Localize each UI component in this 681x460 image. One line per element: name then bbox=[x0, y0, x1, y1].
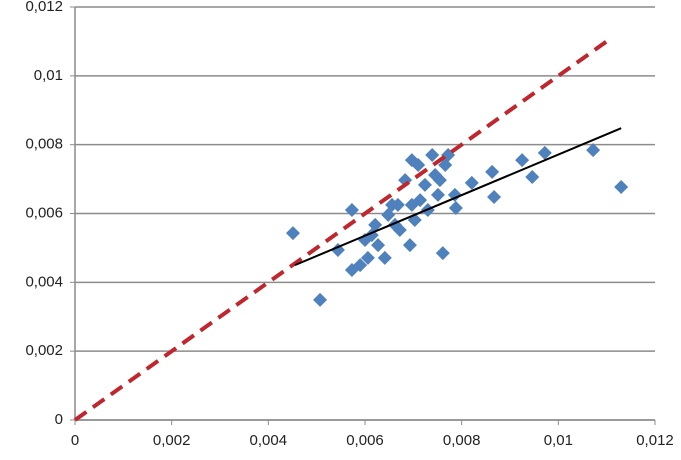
point bbox=[435, 246, 450, 261]
x-tick-label: 0,008 bbox=[443, 432, 481, 449]
y-tick-label: 0,012 bbox=[25, 0, 63, 15]
point bbox=[411, 157, 426, 172]
y-tick-label: 0,004 bbox=[25, 273, 63, 290]
y-tick-label: 0,006 bbox=[25, 204, 63, 221]
y-tick-label: 0,01 bbox=[34, 67, 63, 84]
x-tick-label: 0,004 bbox=[250, 432, 288, 449]
x-tick-label: 0,01 bbox=[544, 432, 573, 449]
point bbox=[402, 238, 417, 253]
point bbox=[313, 292, 328, 307]
point bbox=[487, 189, 502, 204]
y-tick-label: 0,002 bbox=[25, 342, 63, 359]
point bbox=[390, 197, 405, 212]
point bbox=[377, 250, 392, 265]
point bbox=[360, 250, 375, 265]
point bbox=[614, 179, 629, 194]
point bbox=[432, 173, 447, 188]
point bbox=[448, 200, 463, 215]
point bbox=[344, 203, 359, 218]
point bbox=[417, 177, 432, 192]
point bbox=[425, 147, 440, 162]
point bbox=[353, 258, 368, 273]
x-tick-label: 0,012 bbox=[636, 432, 674, 449]
point bbox=[285, 226, 300, 241]
line bbox=[294, 127, 622, 267]
x-tick-label: 0 bbox=[71, 432, 79, 449]
point bbox=[438, 157, 453, 172]
x-tick-label: 0,006 bbox=[346, 432, 384, 449]
point bbox=[586, 143, 601, 158]
point bbox=[430, 187, 445, 202]
point bbox=[413, 193, 428, 208]
point bbox=[537, 145, 552, 160]
point bbox=[392, 223, 407, 238]
point bbox=[464, 175, 479, 190]
point bbox=[525, 170, 540, 185]
y-tick-label: 0 bbox=[55, 411, 63, 428]
point bbox=[371, 238, 386, 253]
point bbox=[368, 217, 383, 232]
line bbox=[73, 39, 608, 422]
point bbox=[515, 153, 530, 168]
y-tick-label: 0,008 bbox=[25, 136, 63, 153]
point bbox=[485, 164, 500, 179]
x-tick-label: 0,002 bbox=[153, 432, 191, 449]
